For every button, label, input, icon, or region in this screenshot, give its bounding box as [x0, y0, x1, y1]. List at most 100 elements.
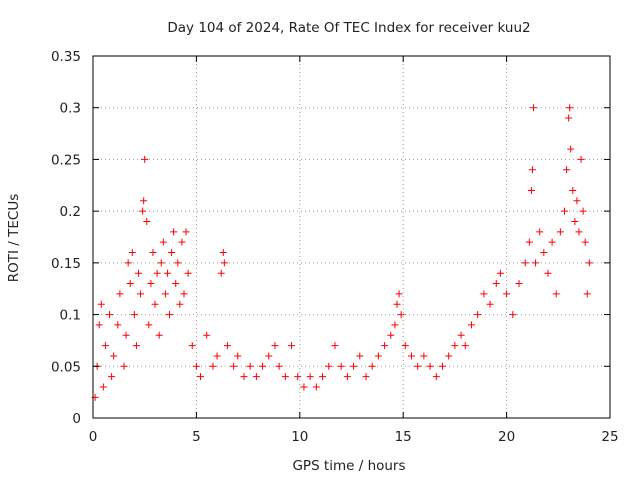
data-point	[300, 383, 308, 391]
data-point	[457, 331, 465, 339]
data-point	[182, 228, 190, 236]
data-point	[180, 290, 188, 298]
data-point	[95, 321, 103, 329]
data-point	[362, 373, 370, 381]
data-point	[163, 269, 171, 277]
data-point	[217, 269, 225, 277]
data-point	[445, 352, 453, 360]
data-point	[391, 321, 399, 329]
data-point	[486, 300, 494, 308]
data-point	[116, 290, 124, 298]
data-point	[281, 373, 289, 381]
data-point	[397, 311, 405, 319]
data-point	[141, 155, 149, 163]
data-point	[467, 321, 475, 329]
data-point	[563, 166, 571, 174]
data-point	[149, 249, 157, 257]
data-point	[99, 383, 107, 391]
x-axis-label: GPS time / hours	[292, 458, 405, 474]
data-point	[528, 166, 536, 174]
data-point	[374, 352, 382, 360]
data-point	[132, 342, 140, 350]
data-point	[552, 290, 560, 298]
y-tick-label: 0	[72, 411, 81, 427]
data-point	[230, 362, 238, 370]
data-point	[246, 362, 254, 370]
data-point	[209, 362, 217, 370]
data-point	[312, 383, 320, 391]
data-point	[527, 186, 535, 194]
data-point	[153, 269, 161, 277]
data-point	[393, 300, 401, 308]
x-tick-label: 20	[498, 429, 515, 445]
data-point	[137, 290, 145, 298]
data-point	[306, 373, 314, 381]
x-tick-label: 15	[395, 429, 412, 445]
data-point	[166, 311, 174, 319]
data-point	[581, 238, 589, 246]
plot-frame	[92, 55, 611, 419]
data-point	[573, 197, 581, 205]
data-point	[220, 259, 228, 267]
data-point	[387, 331, 395, 339]
data-point	[583, 290, 591, 298]
data-point	[540, 249, 548, 257]
chart-title: Day 104 of 2024, Rate Of TEC Index for r…	[167, 20, 530, 36]
data-point	[192, 362, 200, 370]
y-axis-label: ROTI / TECUs	[6, 194, 22, 282]
data-point	[492, 280, 500, 288]
data-point	[128, 249, 136, 257]
data-point	[556, 228, 564, 236]
data-point	[101, 342, 109, 350]
data-point	[548, 238, 556, 246]
data-point	[532, 259, 540, 267]
data-point	[395, 290, 403, 298]
data-point	[350, 362, 358, 370]
data-point	[122, 331, 130, 339]
y-tick-labels: 0 0.05 0.1 0.15 0.2 0.25 0.3 0.35	[51, 49, 81, 427]
data-point	[259, 362, 267, 370]
data-points	[91, 104, 593, 401]
data-point	[106, 311, 114, 319]
data-point	[174, 259, 182, 267]
data-point	[438, 362, 446, 370]
data-point	[110, 352, 118, 360]
y-tick-label: 0.25	[51, 152, 81, 168]
data-point	[368, 362, 376, 370]
data-point	[331, 342, 339, 350]
data-point	[529, 104, 537, 112]
data-point	[337, 362, 345, 370]
data-point	[496, 269, 504, 277]
data-point	[143, 217, 151, 225]
data-point	[197, 373, 205, 381]
x-tick-labels: 0 5 10 15 20 25	[89, 429, 619, 445]
data-point	[159, 238, 167, 246]
data-point	[151, 300, 159, 308]
y-tick-label: 0.35	[51, 49, 81, 65]
data-point	[184, 269, 192, 277]
data-point	[515, 280, 523, 288]
data-point	[294, 373, 302, 381]
data-point	[223, 342, 231, 350]
data-point	[147, 280, 155, 288]
data-point	[451, 342, 459, 350]
data-point	[319, 373, 327, 381]
y-tick-label: 0.2	[60, 204, 81, 220]
data-point	[168, 249, 176, 257]
data-point	[414, 362, 422, 370]
data-point	[140, 197, 148, 205]
data-point	[343, 373, 351, 381]
data-point	[155, 331, 163, 339]
data-point	[265, 352, 273, 360]
data-point	[234, 352, 242, 360]
data-point	[569, 186, 577, 194]
data-point	[161, 290, 169, 298]
data-point	[521, 259, 529, 267]
data-point	[178, 238, 186, 246]
data-point	[134, 269, 142, 277]
x-tick-label: 25	[601, 429, 618, 445]
data-point	[170, 228, 178, 236]
data-point	[203, 331, 211, 339]
tick-marks	[92, 55, 611, 419]
data-point	[356, 352, 364, 360]
